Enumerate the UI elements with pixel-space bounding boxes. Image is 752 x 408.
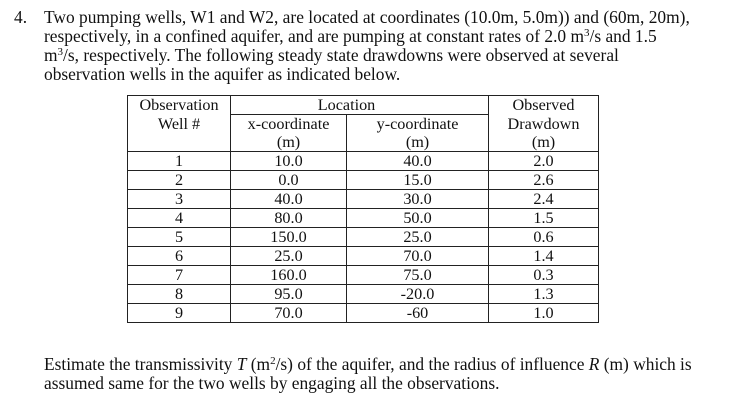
- intro-line-3-text-b: /s, respectively. The following steady s…: [63, 45, 619, 65]
- header-drawdown: Drawdown: [488, 114, 599, 133]
- intro-line-2-text-a: respectively, in a confined aquifer, and…: [44, 26, 584, 46]
- intro-line-3: m3/s, respectively. The following steady…: [44, 46, 744, 65]
- header-blank: [127, 133, 231, 152]
- intro-line-2-text-b: /s and 1.5: [589, 26, 657, 46]
- cell-drawdown: 1.0: [488, 303, 599, 323]
- header-location-label: Location: [317, 96, 376, 114]
- cell-x: 80.0: [230, 208, 347, 228]
- question-line-1-text-a: Estimate the transmissivity: [44, 354, 237, 374]
- radius-symbol: R: [588, 354, 600, 374]
- intro-line-2-superscript: 3: [584, 27, 590, 39]
- table-row: 4 80.0 50.0 1.5: [127, 208, 599, 228]
- question-number: 4.: [14, 7, 28, 27]
- question-line-1-text-c: /s) of the aquifer, and the radius of in…: [275, 354, 589, 374]
- cell-y: 75.0: [346, 265, 489, 285]
- cell-well: 5: [127, 227, 231, 247]
- intro-line-2: respectively, in a confined aquifer, and…: [44, 27, 744, 46]
- cell-drawdown: 1.4: [488, 246, 599, 266]
- header-drawdown-unit: (m): [488, 133, 599, 152]
- cell-y: 30.0: [346, 189, 489, 209]
- transmissivity-symbol: T: [236, 354, 247, 374]
- cell-drawdown: 1.5: [488, 208, 599, 228]
- question-line-1-superscript: 2: [270, 355, 276, 367]
- problem-intro: Two pumping wells, W1 and W2, are locate…: [44, 8, 744, 84]
- header-well-number: Well #: [127, 114, 231, 133]
- cell-drawdown: 0.6: [488, 227, 599, 247]
- cell-drawdown: 2.0: [488, 151, 599, 171]
- intro-line-1: Two pumping wells, W1 and W2, are locate…: [44, 8, 744, 27]
- header-y-unit: (m): [346, 133, 489, 152]
- cell-well: 7: [127, 265, 231, 285]
- header-observed: Observed: [488, 95, 599, 115]
- cell-drawdown: 1.3: [488, 284, 599, 304]
- header-location: Location: [318, 95, 489, 115]
- cell-well: 6: [127, 246, 231, 266]
- cell-well: 3: [127, 189, 231, 209]
- cell-x: 150.0: [230, 227, 347, 247]
- cell-x: 10.0: [230, 151, 347, 171]
- header-y-coordinate: y-coordinate: [346, 114, 489, 133]
- cell-drawdown: 0.3: [488, 265, 599, 285]
- question-line-1-text-d: (m) which is: [599, 354, 692, 374]
- observation-wells-table: Observation Location Observed Well # x-c…: [127, 95, 599, 323]
- question-line-1: Estimate the transmissivity T (m2/s) of …: [44, 355, 744, 374]
- intro-line-3-text-a: m: [44, 45, 58, 65]
- cell-well: 9: [127, 303, 231, 323]
- cell-y: -20.0: [346, 284, 489, 304]
- cell-well: 8: [127, 284, 231, 304]
- problem-question: Estimate the transmissivity T (m2/s) of …: [44, 355, 744, 393]
- cell-well: 1: [127, 151, 231, 171]
- cell-drawdown: 2.4: [488, 189, 599, 209]
- cell-x: 160.0: [230, 265, 347, 285]
- table-row: 3 40.0 30.0 2.4: [127, 189, 599, 209]
- table-header-row-3: (m) (m) (m): [127, 133, 599, 152]
- cell-y: 25.0: [346, 227, 489, 247]
- question-line-1-text-b: (m: [246, 354, 271, 374]
- question-line-2: assumed same for the two wells by engagi…: [44, 374, 744, 393]
- intro-line-4-text: observation wells in the aquifer as indi…: [44, 64, 401, 84]
- cell-drawdown: 2.6: [488, 170, 599, 190]
- table-row: 5 150.0 25.0 0.6: [127, 227, 599, 247]
- cell-well: 2: [127, 170, 231, 190]
- cell-x: 95.0: [230, 284, 347, 304]
- cell-well: 4: [127, 208, 231, 228]
- table-header-row-2: Well # x-coordinate y-coordinate Drawdow…: [127, 114, 599, 133]
- table-row: 9 70.0 -60 1.0: [127, 303, 599, 323]
- cell-y: 70.0: [346, 246, 489, 266]
- header-x-unit: (m): [230, 133, 347, 152]
- table-row: 8 95.0 -20.0 1.3: [127, 284, 599, 304]
- cell-x: 25.0: [230, 246, 347, 266]
- table-row: 7 160.0 75.0 0.3: [127, 265, 599, 285]
- cell-y: 15.0: [346, 170, 489, 190]
- table-header-row-1: Observation Location Observed: [127, 95, 599, 115]
- cell-x: 70.0: [230, 303, 347, 323]
- table-row: 6 25.0 70.0 1.4: [127, 246, 599, 266]
- header-x-coordinate: x-coordinate: [230, 114, 347, 133]
- intro-line-4: observation wells in the aquifer as indi…: [44, 65, 744, 84]
- header-location-left: [230, 95, 347, 115]
- question-line-2-text: assumed same for the two wells by engagi…: [44, 373, 500, 393]
- table-row: 1 10.0 40.0 2.0: [127, 151, 599, 171]
- cell-y: 40.0: [346, 151, 489, 171]
- cell-x: 40.0: [230, 189, 347, 209]
- cell-y: -60: [346, 303, 489, 323]
- cell-y: 50.0: [346, 208, 489, 228]
- header-observation: Observation: [127, 95, 231, 115]
- table-row: 2 0.0 15.0 2.6: [127, 170, 599, 190]
- intro-line-3-superscript: 3: [57, 46, 64, 58]
- cell-x: 0.0: [230, 170, 347, 190]
- intro-line-1-text: Two pumping wells, W1 and W2, are locate…: [44, 7, 690, 27]
